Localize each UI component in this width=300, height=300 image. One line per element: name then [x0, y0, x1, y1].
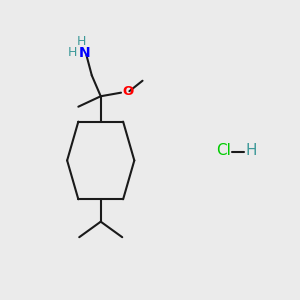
Text: H: H: [68, 46, 77, 59]
Text: H: H: [246, 142, 257, 158]
Text: Cl: Cl: [216, 142, 231, 158]
Text: N: N: [79, 46, 91, 60]
Text: O: O: [122, 85, 134, 98]
Text: H: H: [77, 35, 87, 48]
